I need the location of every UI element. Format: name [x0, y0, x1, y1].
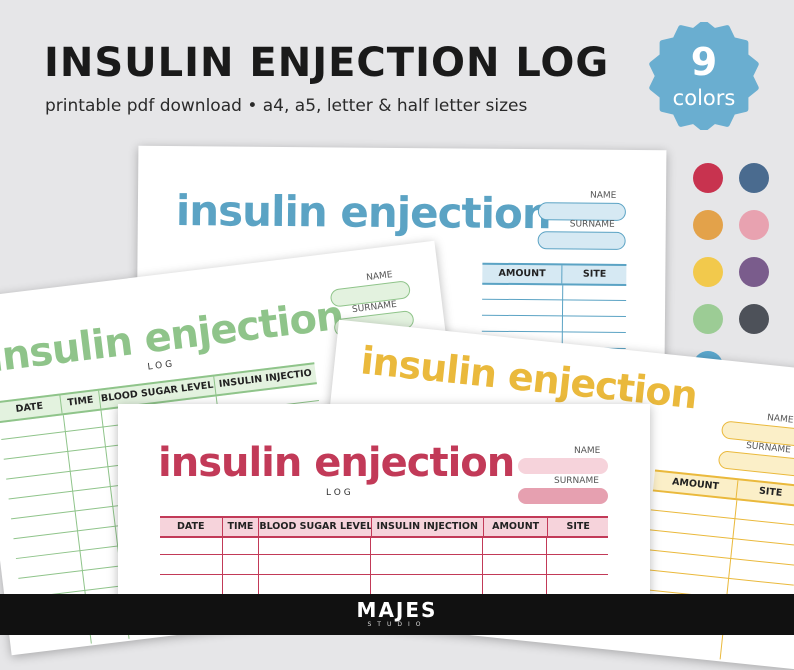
name-label: NAME — [589, 190, 617, 201]
page-title: INSULIN ENJECTION LOG — [44, 40, 610, 86]
sheet-heading: insulin enjection — [158, 440, 515, 486]
column-header: SITE — [566, 521, 590, 532]
badge-word: colors — [672, 86, 736, 110]
column-header: INSULIN INJECTION — [372, 518, 484, 536]
badge-number: 9 — [690, 40, 718, 84]
colors-badge: 9 colors — [648, 20, 760, 132]
table-rows — [636, 491, 794, 666]
page-subtitle: printable pdf download • a4, a5, letter … — [45, 96, 528, 116]
sheet-sub-heading: LOG — [326, 488, 354, 498]
footer-bar: MAJES STUDIO — [0, 594, 794, 635]
badge-seal-icon — [649, 20, 759, 132]
swatch-orange — [693, 210, 723, 240]
name-label: NAME — [574, 446, 601, 456]
column-header: TIME — [60, 390, 102, 414]
name-field[interactable] — [537, 202, 626, 221]
name-field[interactable] — [518, 458, 608, 474]
name-label: NAME — [365, 270, 394, 284]
table-header: DATE TIME BLOOD SUGAR LEVEL INSULIN INJE… — [160, 516, 608, 538]
name-label: NAME — [766, 413, 794, 426]
column-header: SITE — [582, 268, 607, 280]
sheet-pink: insulin enjection LOG NAME SURNAME DATE … — [118, 404, 650, 604]
color-swatches — [690, 160, 780, 370]
column-header: AMOUNT — [482, 264, 563, 284]
column-header: BLOOD SUGAR LEVEL — [259, 518, 372, 536]
swatch-crimson — [693, 163, 723, 193]
swatch-slate-blue — [739, 163, 769, 193]
brand-logo: MAJES — [356, 598, 438, 622]
table-header: AMOUNT SITE — [482, 262, 627, 286]
swatch-green — [693, 304, 723, 334]
swatch-yellow — [693, 257, 723, 287]
swatch-purple — [739, 257, 769, 287]
swatch-charcoal — [739, 304, 769, 334]
surname-label: SURNAME — [554, 476, 599, 486]
column-header: TIME — [223, 518, 260, 536]
sheet-heading: insulin enjection — [175, 186, 551, 239]
swatch-pink — [739, 210, 769, 240]
surname-label: SURNAME — [569, 219, 615, 230]
surname-field[interactable] — [518, 488, 608, 504]
brand-sub: STUDIO — [367, 621, 427, 628]
surname-field[interactable] — [537, 231, 626, 250]
sheet-sub-heading: LOG — [147, 359, 176, 373]
column-header: AMOUNT — [484, 518, 549, 536]
column-header: DATE — [160, 518, 223, 536]
